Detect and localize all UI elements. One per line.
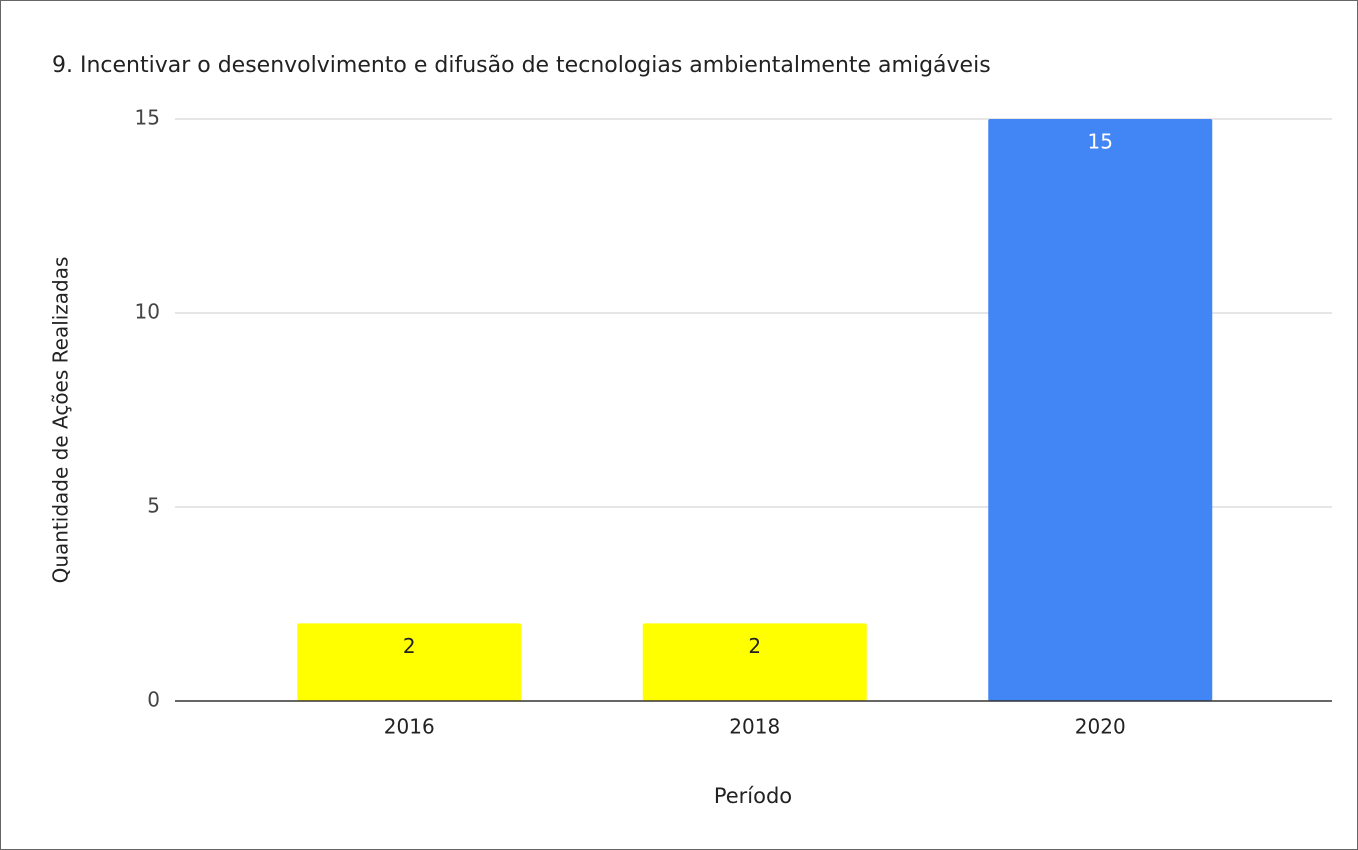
data-label: 15 [1088,130,1113,154]
data-label: 2 [748,634,761,658]
y-axis-label: Quantidade de Ações Realizadas [49,257,73,584]
x-axis-label: Período [714,784,792,808]
x-tick-label: 2020 [1075,715,1126,739]
y-tick-label: 5 [147,494,160,518]
x-tick-label: 2018 [729,715,780,739]
y-tick-label: 0 [147,688,160,712]
bar [297,623,522,701]
y-tick-label: 15 [135,106,160,130]
bar [642,623,867,701]
bar [988,119,1213,701]
data-label: 2 [403,634,416,658]
y-tick-label: 10 [135,300,160,324]
x-tick-label: 2016 [384,715,435,739]
chart-title: 9. Incentivar o desenvolvimento e difusã… [52,53,991,78]
